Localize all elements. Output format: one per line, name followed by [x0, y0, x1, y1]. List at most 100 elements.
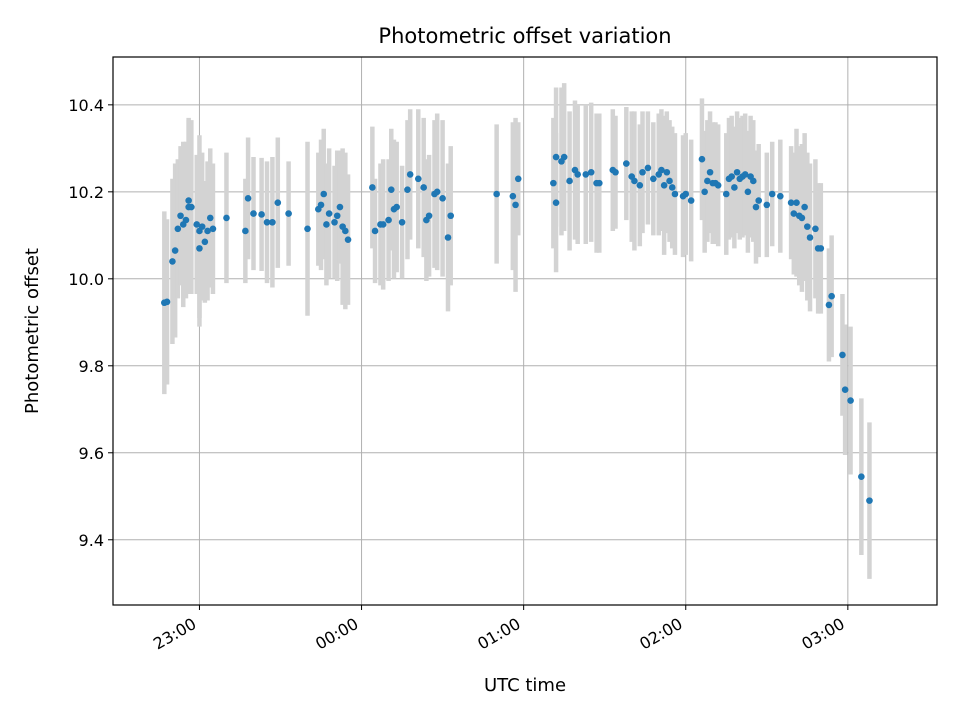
data-point [777, 192, 784, 200]
data-point [847, 397, 854, 404]
data-point [493, 190, 500, 198]
data-point [177, 212, 184, 220]
data-point [174, 225, 182, 233]
data-point [404, 186, 411, 193]
grid-lines [113, 57, 937, 605]
data-point [223, 214, 230, 222]
data-point [550, 179, 557, 187]
data-point [274, 199, 282, 206]
data-point [420, 184, 427, 191]
x-tick-label: 01:00 [474, 614, 523, 654]
data-point [369, 184, 376, 191]
data-point [169, 258, 176, 265]
y-tick-label: 10.0 [68, 270, 104, 289]
y-tick-label: 9.6 [79, 444, 104, 463]
data-point [552, 199, 560, 206]
data-point [574, 171, 581, 178]
data-point [385, 216, 392, 224]
data-point [414, 175, 422, 183]
data-point [825, 301, 833, 309]
data-point [323, 221, 330, 228]
data-point [841, 386, 849, 394]
data-point [636, 182, 644, 189]
data-point [755, 197, 762, 204]
data-point [687, 197, 695, 204]
data-point [201, 238, 209, 246]
data-point [182, 216, 190, 224]
data-point [406, 171, 414, 178]
data-point [663, 168, 671, 176]
data-point [163, 298, 171, 306]
data-point [379, 221, 387, 228]
data-point [269, 218, 276, 226]
data-point [393, 203, 400, 211]
data-point [317, 201, 325, 209]
data-point [512, 201, 519, 209]
data-point [806, 234, 814, 241]
data-point [666, 177, 673, 185]
data-point [722, 190, 730, 198]
data-point [790, 210, 798, 217]
data-point [731, 184, 738, 191]
data-point [744, 188, 752, 196]
data-point [439, 195, 446, 202]
chart-title: Photometric offset variation [378, 24, 671, 48]
data-point [704, 177, 711, 185]
data-point [398, 218, 406, 226]
data-point [560, 153, 568, 161]
data-point [331, 218, 338, 226]
data-point [752, 203, 760, 211]
data-point [263, 218, 271, 226]
data-point [671, 190, 679, 198]
data-point [244, 195, 252, 202]
data-point [714, 182, 722, 189]
data-point [839, 351, 846, 359]
data-point [325, 210, 333, 217]
data-point [336, 203, 344, 211]
data-point [447, 212, 455, 220]
data-point [285, 210, 292, 217]
x-tick-label: 02:00 [636, 614, 685, 654]
data-point [658, 166, 665, 174]
data-point [587, 168, 595, 176]
data-point [768, 190, 776, 198]
data-point [801, 203, 808, 211]
data-point [668, 184, 676, 191]
data-point [660, 182, 668, 189]
data-point [444, 234, 452, 241]
data-point [333, 212, 341, 220]
data-point [812, 225, 819, 233]
data-point [787, 199, 795, 206]
data-point [196, 245, 203, 252]
data-point [204, 227, 211, 235]
data-point [741, 171, 749, 178]
data-point [682, 190, 690, 198]
data-points [161, 153, 873, 504]
data-point [387, 186, 395, 193]
data-point [793, 199, 800, 206]
data-point [566, 177, 573, 185]
data-point [644, 164, 652, 172]
data-point [242, 227, 249, 235]
data-point [728, 173, 735, 180]
data-point [698, 155, 706, 163]
data-point [631, 177, 638, 185]
data-point [858, 473, 865, 480]
data-point [206, 214, 214, 222]
data-point [866, 497, 873, 504]
y-tick-label: 10.2 [68, 183, 104, 202]
y-axis-ticks: 9.4 9.6 9.8 10.0 10.2 10.4 [68, 96, 113, 550]
x-axis-ticks: 23:00 00:00 01:00 02:00 03:00 [150, 605, 849, 654]
data-point [595, 179, 603, 187]
data-point [749, 177, 757, 185]
data-point [320, 190, 328, 198]
data-point [828, 292, 835, 300]
data-point [209, 225, 217, 233]
data-point [612, 168, 619, 176]
data-point [250, 210, 257, 217]
y-tick-label: 9.4 [79, 531, 104, 550]
data-point [552, 153, 560, 161]
data-point [804, 223, 811, 230]
data-point [798, 214, 806, 222]
